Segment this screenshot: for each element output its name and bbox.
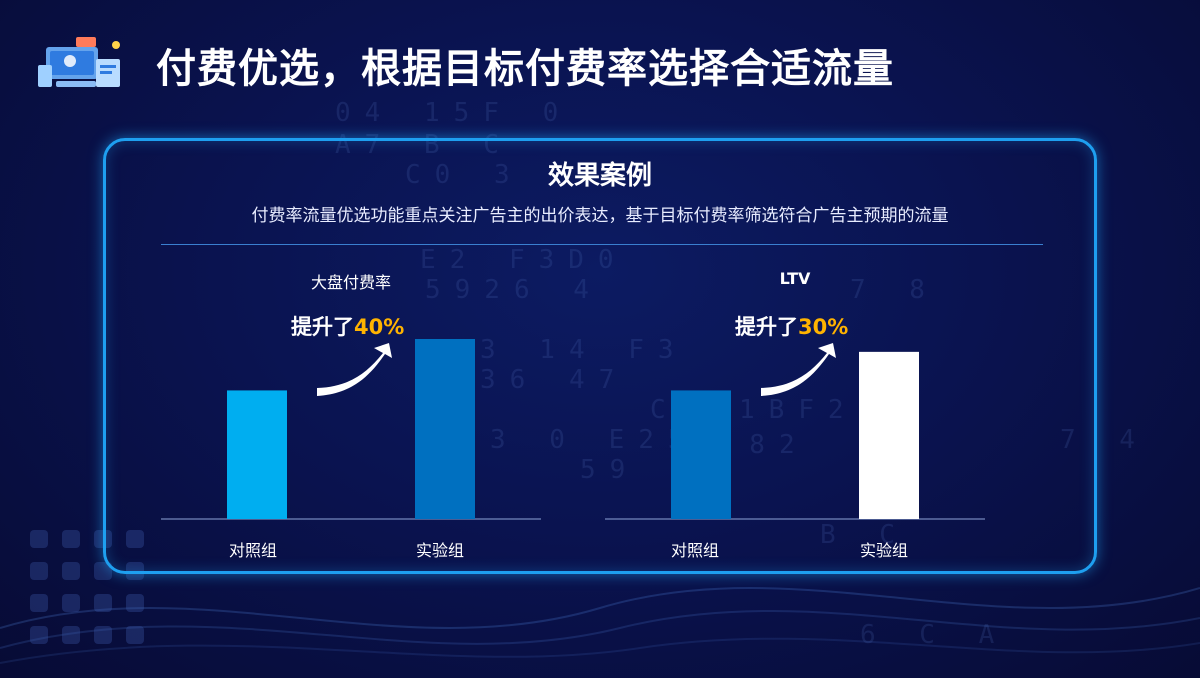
- category-label: 实验组: [860, 541, 909, 560]
- chart-title: 大盘付费率: [310, 273, 391, 292]
- category-label: 对照组: [671, 541, 720, 560]
- lift-annotation: 提升了30%: [735, 311, 848, 341]
- lift-prefix: 提升了: [735, 315, 798, 339]
- lift-prefix: 提升了: [291, 315, 354, 339]
- computer-illustration-icon: [38, 37, 120, 87]
- curved-arrow-icon: [761, 343, 836, 396]
- chart-title: LTV: [779, 269, 811, 288]
- lift-value: 30%: [798, 315, 849, 339]
- chart-svg: [161, 339, 541, 520]
- bar-control: [671, 390, 731, 519]
- category-label: 对照组: [229, 541, 278, 560]
- bar-experiment: [859, 351, 919, 519]
- chart-ltv: LTV 提升了30% 对照组 实验组: [605, 261, 985, 561]
- page-title: 付费优选，根据目标付费率选择合适流量: [156, 46, 894, 92]
- lift-annotation: 提升了40%: [291, 311, 404, 341]
- background-dots: [30, 530, 144, 644]
- chart-payment-rate: 大盘付费率 提升了40% 对照组 实验组: [161, 261, 541, 561]
- case-panel: 效果案例 付费率流量优选功能重点关注广告主的出价表达，基于目标付费率筛选符合广告…: [103, 138, 1097, 574]
- background-wave: [0, 587, 1200, 664]
- divider: [161, 244, 1043, 245]
- panel-heading: 效果案例: [547, 161, 652, 191]
- lift-value: 40%: [354, 315, 405, 339]
- curved-arrow-icon: [317, 343, 392, 396]
- header: 付费优选，根据目标付费率选择合适流量: [36, 30, 894, 100]
- bar-experiment: [415, 339, 475, 519]
- panel-description: 付费率流量优选功能重点关注广告主的出价表达，基于目标付费率筛选符合广告主预期的流…: [251, 206, 949, 226]
- bar-control: [227, 390, 287, 519]
- category-label: 实验组: [416, 541, 465, 560]
- chart-svg: [605, 343, 985, 520]
